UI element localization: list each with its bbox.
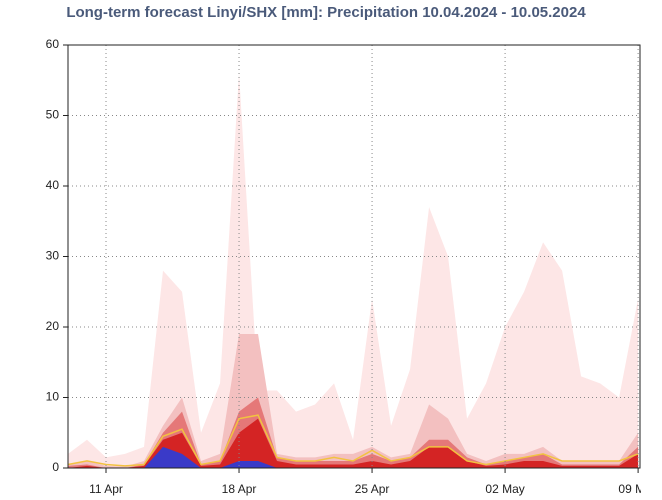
y-tick-label: 30	[46, 249, 60, 263]
x-tick-label: 25 Apr	[355, 482, 390, 496]
labels: 0 10 20 30 40 50 60 11 Apr 18 Apr 25 Apr 02 May 09 …	[46, 37, 657, 496]
x-tick-label: 11 Apr	[89, 482, 123, 496]
band-area	[68, 446, 639, 468]
plot-area	[63, 44, 641, 473]
y-tick-label: 0	[52, 460, 59, 474]
x-tick-label: 09 May	[618, 482, 657, 496]
y-tick-label: 40	[46, 178, 60, 192]
y-tick-label: 20	[46, 319, 60, 333]
band-area	[68, 73, 639, 468]
chart-title: Long-term forecast Linyi/SHX [mm]: Preci…	[66, 4, 586, 21]
x-tick-label: 18 Apr	[222, 482, 257, 496]
y-tick-label: 10	[46, 390, 60, 404]
plot-frame	[67, 44, 641, 469]
median-line	[67, 414, 639, 467]
y-tick-label: 50	[46, 108, 60, 122]
band-area	[68, 334, 639, 468]
band-area	[68, 418, 639, 468]
y-tick-label: 60	[46, 37, 60, 51]
x-tick-label: 02 May	[485, 482, 524, 496]
